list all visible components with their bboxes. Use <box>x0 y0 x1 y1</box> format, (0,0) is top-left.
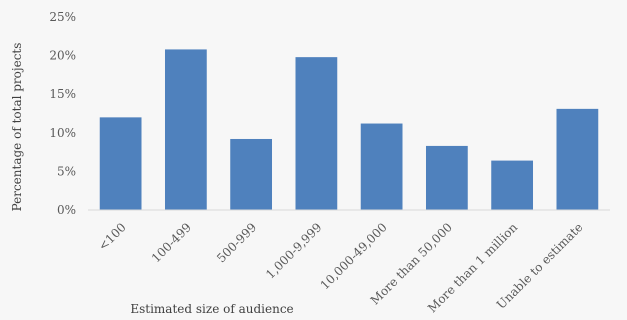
y-axis-title: Percentage of total projects <box>10 43 24 212</box>
y-tick-label: 25% <box>49 10 76 24</box>
x-axis-title: Estimated size of audience <box>130 302 293 316</box>
bar <box>230 138 273 210</box>
bar-series <box>99 49 599 211</box>
bar <box>491 160 534 210</box>
bar <box>295 57 338 211</box>
y-tick-label: 5% <box>57 164 76 178</box>
y-tick-label: 20% <box>49 49 76 63</box>
y-tick-label: 0% <box>57 203 76 217</box>
bar <box>425 145 468 210</box>
bar <box>164 49 207 211</box>
bar <box>99 117 142 210</box>
bar <box>556 108 599 210</box>
y-tick-label: 10% <box>49 126 76 140</box>
y-axis: 0% 5% 10% 15% 20% 25% <box>49 10 76 217</box>
bar <box>360 123 403 210</box>
y-tick-label: 15% <box>49 87 76 101</box>
